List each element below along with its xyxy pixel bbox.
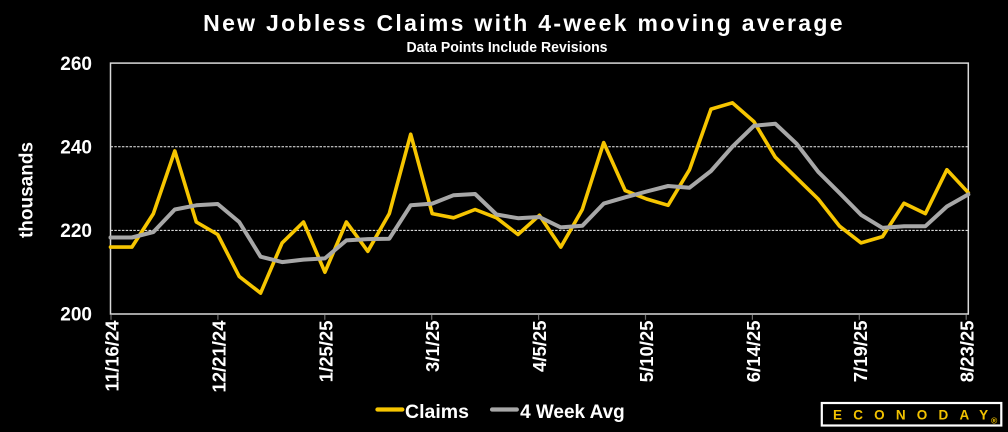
svg-text:240: 240 — [60, 137, 92, 158]
svg-text:8/23/25: 8/23/25 — [957, 321, 978, 383]
svg-text:5/10/25: 5/10/25 — [636, 321, 657, 383]
svg-text:6/14/25: 6/14/25 — [743, 321, 764, 383]
svg-text:4 Week Avg: 4 Week Avg — [520, 401, 625, 423]
svg-text:®: ® — [991, 416, 998, 426]
svg-text:220: 220 — [60, 221, 92, 242]
svg-text:4/5/25: 4/5/25 — [529, 321, 550, 372]
svg-text:11/16/24: 11/16/24 — [102, 320, 123, 392]
svg-text:ECONODAY: ECONODAY — [833, 408, 999, 423]
svg-text:200: 200 — [60, 305, 92, 326]
svg-text:3/1/25: 3/1/25 — [422, 321, 443, 372]
svg-text:7/19/25: 7/19/25 — [850, 321, 871, 383]
svg-text:260: 260 — [60, 54, 92, 75]
svg-text:Data Points Include Revisions: Data Points Include Revisions — [407, 39, 608, 56]
svg-text:1/25/25: 1/25/25 — [315, 321, 336, 383]
svg-text:12/21/24: 12/21/24 — [208, 320, 229, 393]
svg-text:New Jobless Claims with 4-week: New Jobless Claims with 4-week moving av… — [203, 10, 845, 36]
svg-text:Claims: Claims — [405, 401, 469, 423]
svg-text:thousands: thousands — [17, 142, 38, 238]
